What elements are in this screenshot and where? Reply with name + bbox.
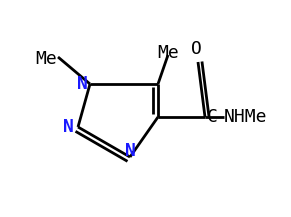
Text: N: N	[77, 75, 88, 93]
Text: Me: Me	[35, 50, 57, 68]
Text: O: O	[191, 40, 201, 58]
Text: N: N	[63, 118, 74, 136]
Text: NHMe: NHMe	[224, 108, 267, 126]
Text: C: C	[207, 108, 218, 126]
Text: N: N	[125, 142, 135, 160]
Text: Me: Me	[157, 44, 179, 62]
